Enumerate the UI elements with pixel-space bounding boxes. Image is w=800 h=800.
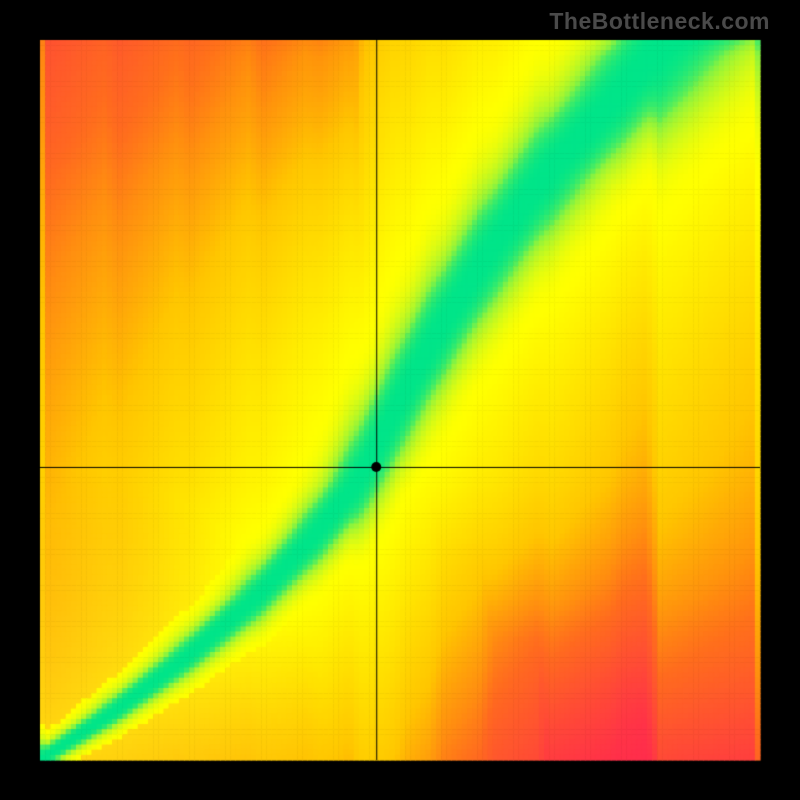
watermark-text: TheBottleneck.com (549, 8, 770, 35)
bottleneck-heatmap (0, 0, 800, 800)
